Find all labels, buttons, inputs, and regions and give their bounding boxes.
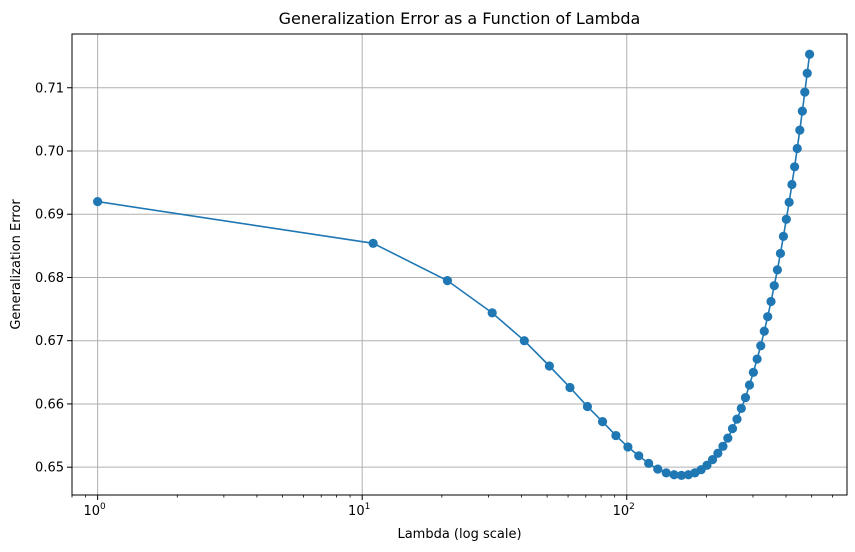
data-point — [756, 341, 766, 351]
data-point — [775, 248, 786, 259]
data-point — [93, 196, 103, 207]
data-point — [723, 433, 733, 443]
y-tick-label: 0.66 — [35, 397, 64, 412]
x-tick-label: 102 — [613, 502, 635, 519]
data-point — [763, 312, 773, 322]
data-point — [676, 470, 687, 480]
data-point — [544, 361, 554, 371]
data-point — [487, 308, 497, 318]
data-point — [790, 162, 800, 172]
data-point — [778, 231, 789, 241]
data-point — [759, 326, 769, 336]
data-point — [748, 367, 758, 377]
y-tick-label: 0.67 — [35, 334, 64, 349]
data-point — [702, 460, 712, 470]
data-point — [718, 441, 728, 451]
data-point — [732, 414, 742, 424]
data-point — [787, 179, 797, 190]
data-point — [781, 214, 791, 224]
data-point — [784, 197, 794, 207]
data-point — [800, 87, 810, 97]
y-tick-label: 0.70 — [35, 144, 64, 159]
y-tick-label: 0.71 — [35, 81, 64, 96]
data-point — [727, 424, 738, 434]
grid — [72, 34, 847, 495]
data-point — [707, 454, 718, 465]
data-point — [772, 265, 782, 275]
data-point — [769, 281, 779, 291]
data-point — [634, 451, 644, 461]
data-point — [669, 470, 679, 480]
data-point — [792, 143, 802, 154]
data-point — [744, 380, 755, 390]
data-point — [740, 393, 751, 403]
data-point — [736, 403, 746, 413]
data-point — [519, 336, 529, 346]
x-tick-label: 101 — [348, 502, 370, 519]
major-ticks — [67, 87, 628, 500]
data-point — [565, 382, 575, 393]
x-axis-label: Lambda (log scale) — [397, 527, 521, 542]
data-point — [623, 442, 633, 452]
x-tick-label: 100 — [83, 502, 106, 519]
plot-frame — [71, 33, 848, 496]
data-point — [795, 125, 805, 135]
data-point — [597, 417, 608, 427]
y-tick-label: 0.68 — [35, 271, 64, 286]
data-point — [611, 430, 621, 441]
y-tick-label: 0.69 — [35, 208, 64, 223]
data-point — [804, 49, 815, 59]
y-tick-label: 0.65 — [35, 461, 64, 476]
data-point — [442, 276, 453, 286]
data-point — [661, 468, 671, 478]
data-point — [713, 448, 723, 458]
data-point — [802, 68, 812, 78]
data-point — [582, 401, 593, 412]
y-axis-label: Generalization Error — [9, 199, 24, 330]
series-layer — [93, 49, 815, 480]
chart-title: Generalization Error as a Function of La… — [279, 9, 641, 28]
data-point — [797, 106, 807, 116]
data-point — [653, 464, 663, 474]
data-point — [752, 354, 762, 364]
data-point — [644, 458, 654, 468]
tick-labels: 100 101 102 0.65 0.66 0.67 0.68 0.69 0.70 0.71 — [35, 81, 635, 519]
data-point — [368, 238, 378, 248]
data-point — [766, 296, 776, 307]
